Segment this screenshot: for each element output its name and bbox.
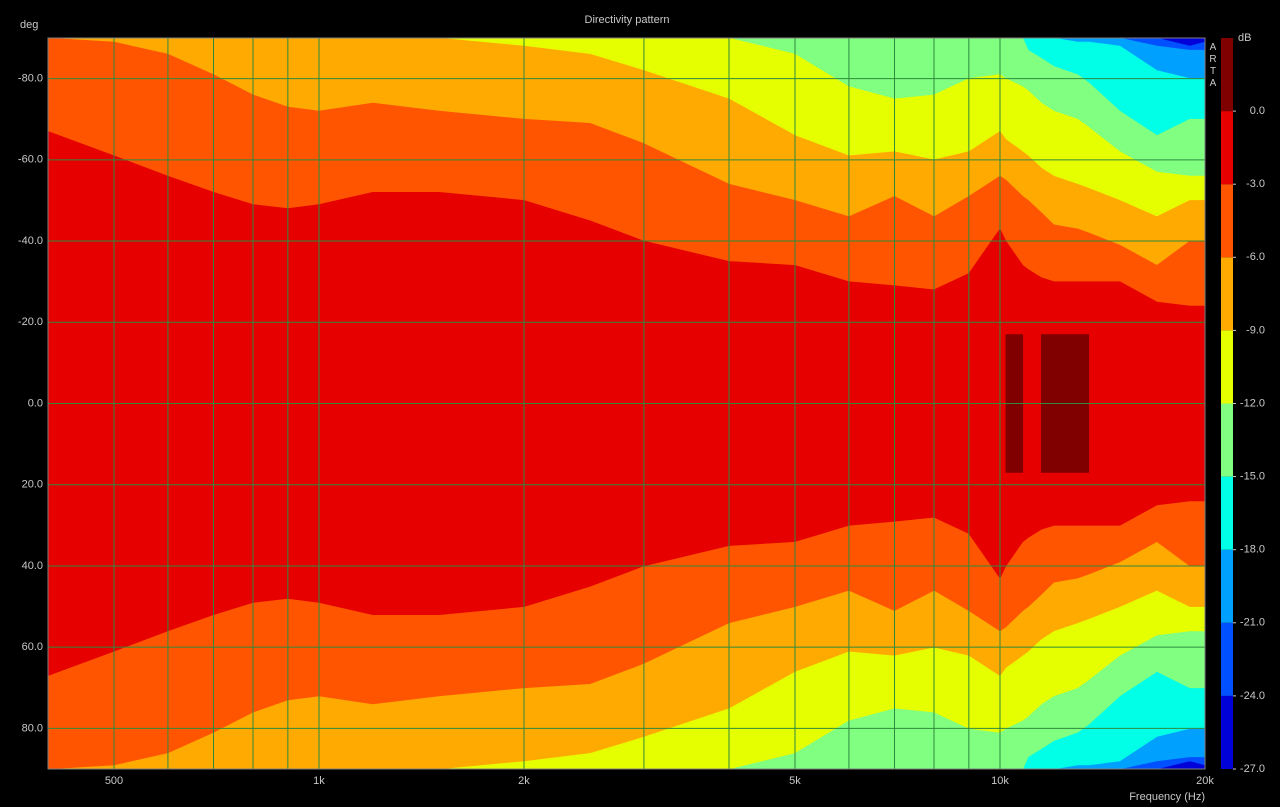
x-tick-label: 500 <box>105 775 123 787</box>
colorbar-band <box>1221 257 1233 331</box>
y-tick-label: -80.0 <box>18 73 43 85</box>
y-tick-label: 20.0 <box>22 479 43 491</box>
colorbar-band <box>1221 476 1233 550</box>
colorbar-band <box>1221 549 1233 623</box>
contour-region <box>1041 334 1090 404</box>
colorbar-tick-label: -15.0 <box>1240 471 1265 483</box>
y-tick-label: -40.0 <box>18 235 43 247</box>
colorbar-tick-label: -9.0 <box>1246 324 1265 336</box>
chart-title: Directivity pattern <box>585 14 670 26</box>
x-tick-label: 1k <box>313 775 325 787</box>
watermark: ARTA <box>1208 42 1219 90</box>
colorbar-band <box>1221 403 1233 477</box>
colorbar-band <box>1221 38 1233 112</box>
colorbar-unit: dB <box>1238 32 1251 44</box>
colorbar-band <box>1221 622 1233 696</box>
colorbar-band <box>1221 184 1233 258</box>
colorbar-tick-label: -21.0 <box>1240 617 1265 629</box>
colorbar-tick-label: -18.0 <box>1240 544 1265 556</box>
colorbar-tick-label: -6.0 <box>1246 251 1265 263</box>
x-tick-label: 10k <box>991 775 1009 787</box>
y-tick-label: 60.0 <box>22 641 43 653</box>
overlay: -80.0 -60.0 -40.0 -20.0 0.0 20.0 40.0 60.0 80.0 5… <box>18 37 1265 787</box>
colorbar-band <box>1221 330 1233 404</box>
contour-region <box>1005 334 1024 404</box>
colorbar-tick-label: -24.0 <box>1240 690 1265 702</box>
colorbar-band <box>1221 111 1233 185</box>
x-tick-label: 2k <box>518 775 530 787</box>
x-axis-label: Frequency (Hz) <box>1129 791 1205 803</box>
colorbar-tick-label: -27.0 <box>1240 763 1265 775</box>
y-tick-label: 0.0 <box>28 397 43 409</box>
x-tick-label: 20k <box>1196 775 1214 787</box>
y-axis-label: deg <box>20 19 38 31</box>
y-tick-label: 40.0 <box>22 560 43 572</box>
colorbar-tick-label: 0.0 <box>1250 105 1265 117</box>
contour-region <box>1005 403 1024 473</box>
colorbar-tick-label: -3.0 <box>1246 178 1265 190</box>
colorbar-band <box>1221 695 1233 769</box>
contour-region <box>1041 403 1090 473</box>
y-tick-label: 80.0 <box>22 722 43 734</box>
plot-frame <box>47 37 1206 770</box>
y-tick-label: -20.0 <box>18 316 43 328</box>
y-tick-label: -60.0 <box>18 154 43 166</box>
x-tick-label: 5k <box>789 775 801 787</box>
colorbar-tick-label: -12.0 <box>1240 397 1265 409</box>
